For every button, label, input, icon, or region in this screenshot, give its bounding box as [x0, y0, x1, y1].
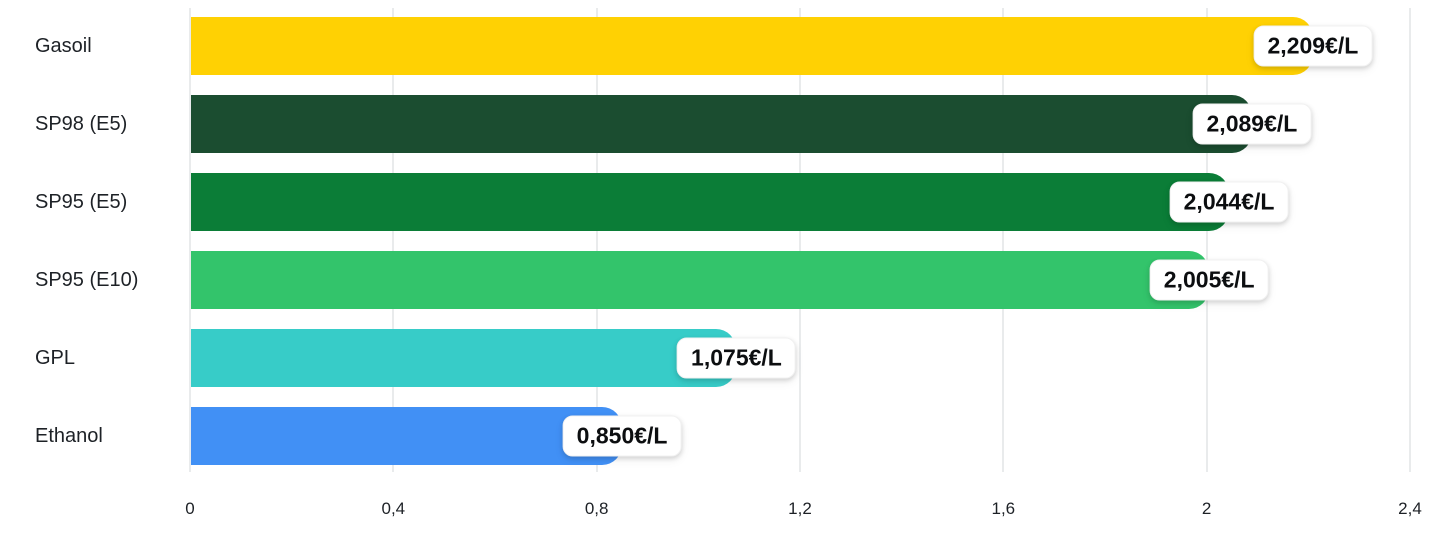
bar-ethanol[interactable] [191, 407, 623, 465]
x-tick-label: 2 [1201, 499, 1212, 518]
grid-line [392, 8, 395, 472]
value-pill: 2,089€/L [1192, 103, 1312, 145]
grid-line [189, 8, 191, 472]
value-pill: 2,005€/L [1149, 259, 1269, 301]
grid-line [1205, 8, 1208, 472]
x-tick-label: 2,4 [1398, 499, 1422, 518]
bar-gpl[interactable] [191, 329, 737, 387]
grid-line [1409, 8, 1411, 472]
category-label: SP98 (E5) [35, 113, 128, 135]
x-tick-label: 1,2 [788, 499, 812, 518]
value-pill: 2,044€/L [1169, 181, 1289, 223]
category-label: GPL [35, 347, 76, 369]
category-label: Ethanol [35, 425, 103, 447]
category-label: Gasoil [35, 35, 92, 57]
grid-line [595, 8, 598, 472]
x-tick-label: 0 [185, 499, 195, 518]
grid-line [799, 8, 801, 472]
value-pill: 2,209€/L [1253, 25, 1373, 67]
category-label: SP95 (E5) [35, 191, 128, 213]
bar-sp95-e10[interactable] [191, 251, 1210, 309]
x-tick-label: 0,4 [381, 499, 406, 518]
category-label: SP95 (E10) [35, 269, 139, 291]
value-pill: 1,075€/L [677, 337, 796, 379]
value-pill: 0,850€/L [562, 415, 682, 457]
x-tick-label: 0,8 [584, 499, 609, 518]
bar-sp95-e5[interactable] [191, 173, 1230, 231]
x-tick-label: 1,6 [991, 499, 1016, 518]
grid-line [1002, 8, 1005, 472]
bar-sp98-e5[interactable] [191, 95, 1252, 153]
bar-gasoil[interactable] [191, 17, 1313, 75]
